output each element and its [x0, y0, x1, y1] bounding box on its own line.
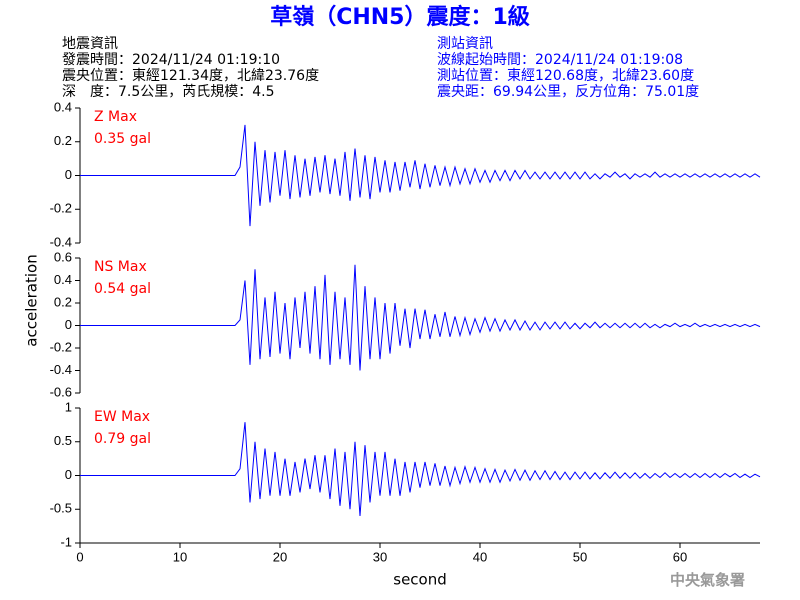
header-left: 發震時間：2024/11/24 01:19:10: [62, 52, 280, 68]
x-axis-label: second: [393, 571, 447, 589]
y-tick-label: 0.4: [54, 272, 72, 287]
y-tick-label: 1: [65, 399, 72, 414]
header-right: 測站位置：東經120.68度，北緯23.60度: [437, 68, 694, 84]
x-tick-label: 30: [373, 549, 387, 564]
y-tick-label: -0.4: [50, 234, 72, 249]
y-tick-label: 0: [65, 167, 72, 182]
header-left: 震央位置：東經121.34度，北緯23.76度: [62, 68, 319, 84]
header-left: 地震資訊: [62, 36, 118, 52]
watermark: 中央氣象署: [670, 571, 745, 589]
annotation: 0.54 gal: [94, 281, 151, 297]
y-tick-label: 0.4: [54, 99, 72, 114]
y-tick-label: 0.2: [54, 133, 72, 148]
header-right: 震央距：69.94公里，反方位角：75.01度: [437, 84, 699, 100]
annotation: Z Max: [94, 109, 137, 125]
x-tick-label: 50: [573, 549, 587, 564]
y-tick-label: -0.2: [50, 201, 72, 216]
y-tick-label: 0: [65, 467, 72, 482]
x-tick-label: 60: [673, 549, 687, 564]
y-tick-label: 0.6: [54, 249, 72, 264]
x-tick-label: 0: [76, 549, 83, 564]
annotation: EW Max: [94, 409, 150, 425]
waveform: [80, 264, 761, 371]
y-axis-label: acceleration: [23, 254, 41, 346]
waveform: [80, 422, 761, 517]
title: 草嶺（CHN5）震度：1級: [270, 4, 530, 30]
annotation: 0.35 gal: [94, 131, 151, 147]
y-tick-label: 0.5: [54, 433, 72, 448]
y-tick-label: -0.2: [50, 339, 72, 354]
header-right: 波線起始時間：2024/11/24 01:19:08: [437, 52, 683, 68]
y-tick-label: 0.2: [54, 294, 72, 309]
y-tick-label: -0.6: [50, 384, 72, 399]
annotation: NS Max: [94, 259, 147, 275]
x-tick-label: 20: [273, 549, 287, 564]
y-tick-label: -0.5: [50, 501, 72, 516]
header-left: 深 度：7.5公里，芮氏規模：4.5: [62, 83, 275, 100]
y-tick-label: -1: [60, 534, 72, 549]
annotation: 0.79 gal: [94, 431, 151, 447]
header-right: 測站資訊: [437, 36, 493, 52]
x-tick-label: 10: [173, 549, 187, 564]
x-tick-label: 40: [473, 549, 487, 564]
y-tick-label: 0: [65, 317, 72, 332]
y-tick-label: -0.4: [50, 362, 72, 377]
waveform: [80, 124, 761, 227]
